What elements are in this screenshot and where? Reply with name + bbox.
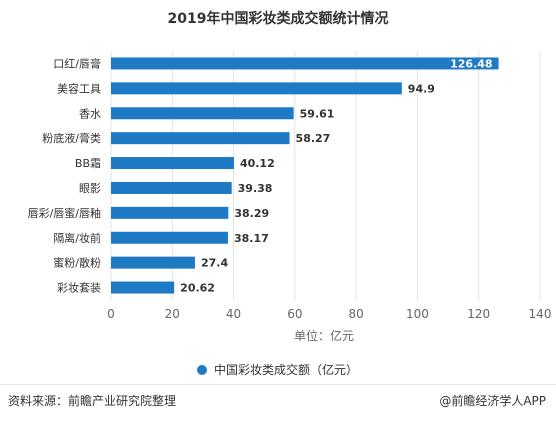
bar [111,181,232,194]
category-label: 蜜粉/散粉 [53,256,101,270]
bar-value-label: 59.61 [300,107,335,120]
legend-marker [197,365,207,375]
category-label: 眼影 [79,182,101,195]
category-label: BB霜 [75,157,101,170]
bars [111,57,499,294]
x-tick-labels: 0 20 40 60 80 100 120 140 [107,307,551,321]
bar-value-label: 126.48 [450,57,492,70]
bar [111,132,290,145]
bar [111,107,294,120]
footer-credit: @前瞻经济学人APP [439,394,546,408]
x-tick-label: 60 [287,307,302,321]
footer-divider [0,384,556,385]
x-tick-label: 0 [107,307,115,321]
category-label: 口红/唇膏 [53,56,101,70]
category-label: 隔离/妆前 [53,231,101,245]
category-label: 美容工具 [57,81,101,95]
bar-value-label: 38.17 [234,232,269,245]
x-tick-label: 20 [165,307,180,321]
bar [111,157,234,170]
footer-source: 资料来源：前瞻产业研究院整理 [8,394,177,408]
x-axis-title: 单位：亿元 [294,328,354,343]
x-tick-label: 40 [226,307,241,321]
category-label: 香水 [79,107,101,120]
bar [111,281,175,294]
bar-value-label: 39.38 [238,182,273,195]
category-label: 粉底液/膏类 [42,131,101,145]
x-tick-label: 120 [467,307,490,321]
bar-value-label: 38.29 [234,207,269,220]
bar [111,231,228,244]
bar [111,82,402,95]
legend-label: 中国彩妆类成交额（亿元） [214,362,358,377]
gridlines [110,51,541,300]
bar-value-label: 40.12 [240,157,275,170]
category-label: 彩妆套装 [57,282,101,295]
bar [111,206,229,219]
data-labels: 126.48 94.9 59.61 58.27 40.12 39.38 38.29 38.17… [180,57,492,294]
bar-value-label: 94.9 [408,82,435,95]
x-tick-label: 80 [349,307,364,321]
bar [111,57,499,70]
bar-value-label: 58.27 [296,132,331,145]
x-tick-label: 100 [406,307,429,321]
category-label: 唇彩/唇蜜/唇釉 [28,206,101,220]
bar [111,256,195,269]
x-tick-label: 140 [529,307,552,321]
legend: 中国彩妆类成交额（亿元） [197,362,358,377]
bar-value-label: 20.62 [180,282,215,295]
chart-title: 2019年中国彩妆类成交额统计情况 [167,11,389,27]
bar-value-label: 27.4 [201,257,228,270]
